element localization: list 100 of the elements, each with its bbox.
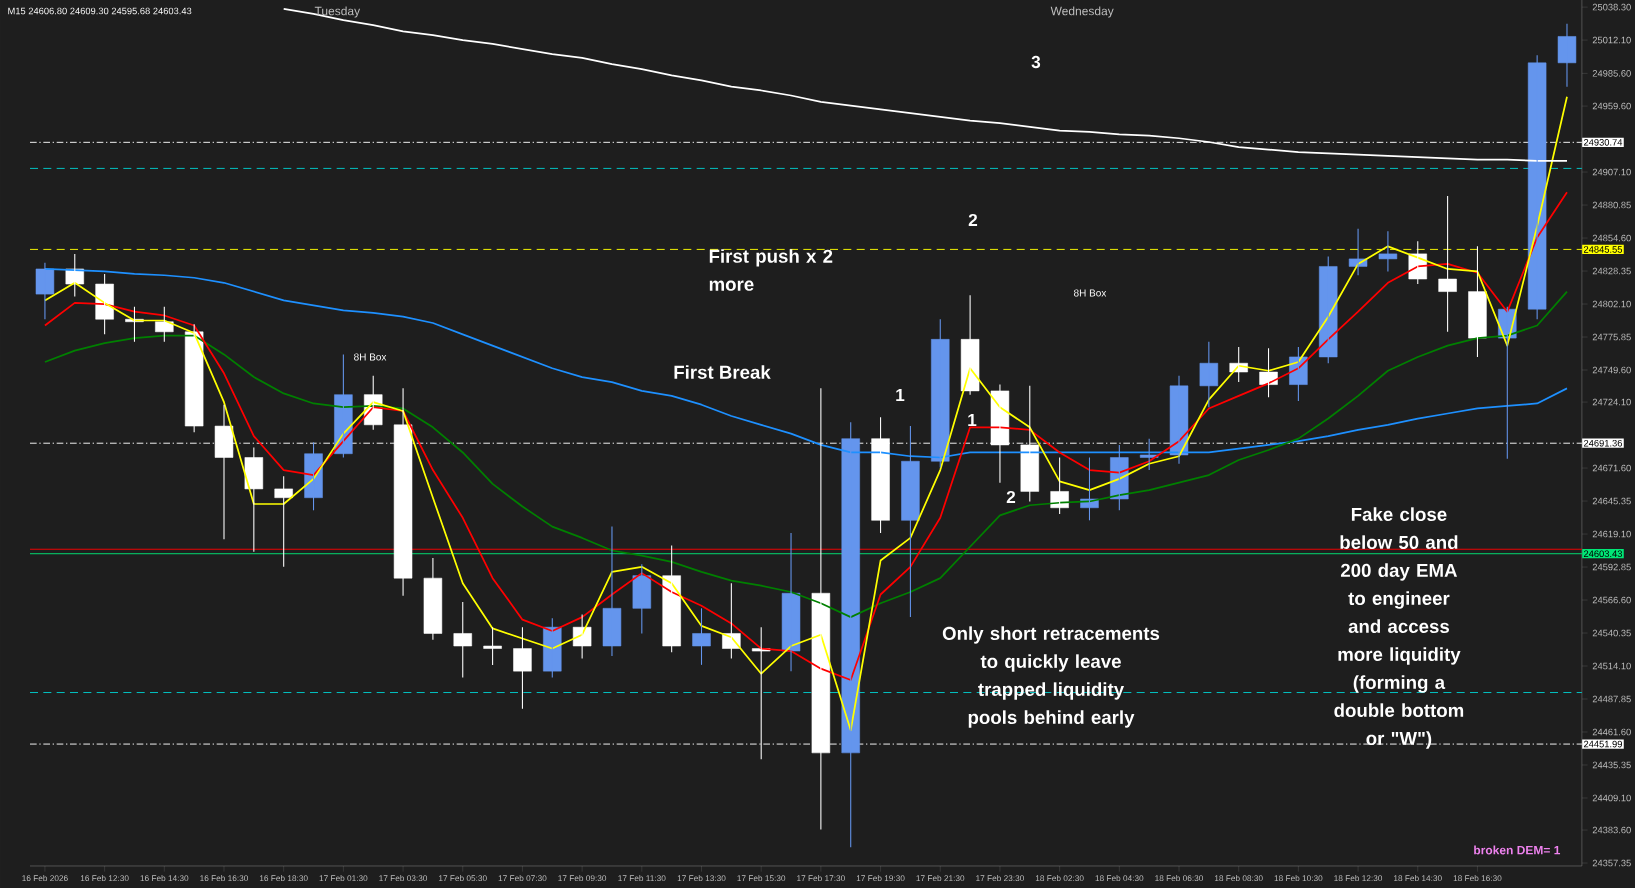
x-tick-label: 17 Feb 07:30	[498, 875, 547, 882]
x-tick-label: 18 Feb 14:30	[1394, 875, 1442, 882]
y-tick-label: 24828.35	[1592, 267, 1631, 275]
annotation: 2	[1006, 490, 1016, 504]
candlestick	[931, 318, 950, 469]
candlestick	[632, 563, 652, 634]
annotation: 3	[1031, 55, 1041, 69]
annotation: 8H Box	[1073, 289, 1107, 297]
y-tick-label: 24724.10	[1592, 398, 1631, 406]
y-tick-label: 24592.85	[1592, 563, 1631, 571]
y-tick-label: 24487.85	[1592, 695, 1631, 703]
candlestick	[1378, 230, 1398, 273]
candlestick	[901, 425, 920, 618]
x-tick-label: 18 Feb 12:30	[1334, 875, 1383, 882]
y-tick-label: 24619.10	[1592, 530, 1631, 538]
candlestick	[1169, 375, 1189, 465]
y-tick-label: 24671.60	[1592, 464, 1631, 472]
candlestick	[244, 446, 264, 553]
annotation: Only short retracements to quickly leave trapped liquidity pools behind early	[942, 626, 1160, 728]
x-tick-label: 16 Feb 18:30	[259, 875, 308, 882]
candlestick	[602, 526, 622, 657]
annotation: First Break	[674, 365, 771, 379]
text: Fake close below 50 and 200 day EMA to engineer and access more liquidity (forming a double bottom or "W")	[1334, 507, 1464, 749]
x-tick-label: 17 Feb 23:30	[976, 875, 1024, 882]
candlestick	[184, 323, 204, 433]
candlestick	[35, 262, 55, 320]
candlestick	[662, 544, 681, 653]
y-tick-label: 25038.30	[1592, 3, 1631, 11]
candlestick	[423, 557, 443, 641]
x-tick-label: 18 Feb 06:30	[1155, 875, 1204, 882]
x-tick-label: 17 Feb 17:30	[797, 875, 845, 882]
annotation: 1	[968, 414, 977, 426]
candlestick	[95, 273, 114, 335]
y-tick-label: 24514.10	[1592, 662, 1631, 670]
y-tick-label: 25012.10	[1592, 36, 1631, 44]
x-tick-label: 17 Feb 11:30	[618, 875, 666, 882]
candlestick	[453, 601, 472, 678]
y-tick-label: 24409.10	[1592, 794, 1631, 802]
x-tick-label: 16 Feb 2026	[22, 875, 68, 882]
annotation: 8H Box	[354, 353, 387, 361]
y-tick-label: 24959.60	[1592, 102, 1631, 110]
ref-line-label: 24845.55	[1583, 246, 1623, 253]
candlestick	[274, 475, 293, 568]
x-tick-label: 17 Feb 19:30	[856, 875, 905, 882]
y-tick-label: 24461.60	[1592, 728, 1631, 736]
y-tick-label: 24566.60	[1592, 596, 1631, 604]
y-tick-label: 24985.60	[1592, 70, 1631, 77]
candlestick	[841, 421, 860, 848]
x-tick-label: 18 Feb 16:30	[1453, 875, 1502, 882]
y-tick-label: 24749.60	[1592, 366, 1631, 374]
x-tick-label: 17 Feb 15:30	[737, 875, 786, 882]
x-tick-label: 18 Feb 04:30	[1095, 875, 1144, 882]
candlestick	[1199, 341, 1219, 408]
x-tick-label: 18 Feb 10:30	[1274, 875, 1323, 882]
x-tick-label: 17 Feb 13:30	[677, 875, 726, 882]
line-series	[44, 290, 1568, 618]
candlestick	[1319, 255, 1338, 364]
y-tick-label: 24383.60	[1592, 826, 1631, 834]
x-tick-label: 17 Feb 05:30	[439, 875, 487, 882]
x-tick-label: 17 Feb 21:30	[916, 875, 965, 882]
x-tick-label: 16 Feb 14:30	[140, 875, 189, 882]
candlestick	[692, 607, 711, 666]
y-tick-label: 24540.35	[1592, 629, 1631, 637]
ref-line-label: 24451.99	[1583, 740, 1622, 748]
ref-line-label: 24691.36	[1583, 439, 1622, 447]
annotation: broken DEM= 1	[1474, 845, 1561, 855]
annotation: First push x 2 more	[709, 249, 833, 291]
y-tick-label: 24907.10	[1592, 168, 1631, 176]
y-tick-label: 24880.85	[1592, 201, 1631, 209]
annotation: 1	[896, 389, 905, 401]
x-tick-label: 16 Feb 12:30	[80, 875, 129, 882]
y-tick-label: 24645.35	[1592, 497, 1631, 505]
y-tick-label: 24854.60	[1592, 234, 1631, 242]
candlestick	[155, 306, 174, 343]
candlestick	[1139, 438, 1159, 471]
candlestick	[1348, 228, 1368, 276]
annotation: 2	[968, 213, 978, 226]
candlestick	[960, 294, 980, 396]
ref-line-label: 24603.43	[1583, 550, 1622, 558]
x-tick-label: 17 Feb 01:30	[319, 875, 368, 882]
y-tick-label: 24357.35	[1592, 859, 1631, 867]
x-tick-label: 17 Feb 03:30	[379, 875, 428, 882]
y-tick-label: 24802.10	[1592, 300, 1631, 308]
candlestick	[1468, 245, 1487, 358]
candlestick	[781, 532, 801, 672]
x-tick-label: 18 Feb 02:30	[1035, 875, 1084, 882]
annotation: M15 24606.80 24609.30 24595.68 24603.43	[8, 7, 192, 15]
annotation: Wednesday	[1050, 6, 1114, 18]
candlestick	[1259, 347, 1278, 398]
x-tick-label: 18 Feb 08:30	[1214, 875, 1263, 882]
candlestick	[483, 626, 502, 666]
candlestick	[1557, 23, 1577, 88]
y-tick-label: 24775.85	[1592, 333, 1631, 341]
candlestick	[513, 626, 532, 710]
x-tick-label: 16 Feb 16:30	[200, 875, 249, 882]
ref-line-label: 24930.74	[1583, 139, 1623, 146]
y-tick-label: 24435.35	[1592, 761, 1631, 769]
x-tick-label: 17 Feb 09:30	[558, 875, 607, 882]
candlestick	[543, 617, 562, 678]
candlestick	[1438, 195, 1457, 333]
